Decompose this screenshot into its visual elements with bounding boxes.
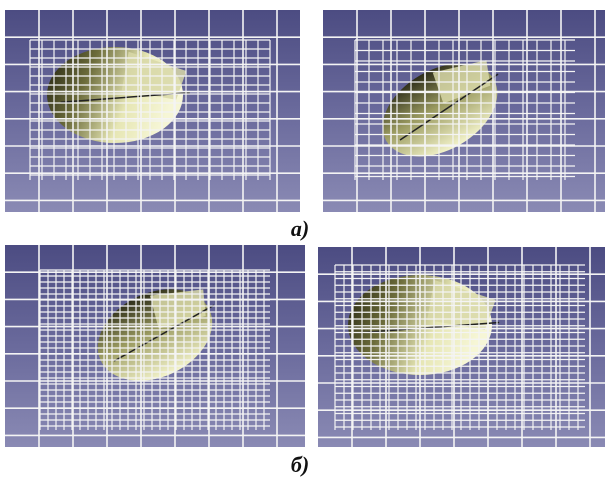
image-panel <box>5 10 300 212</box>
image-panel <box>318 247 605 447</box>
image-panel <box>323 10 605 212</box>
image-panel <box>5 245 305 447</box>
caption: б) <box>291 452 309 477</box>
caption: а) <box>291 216 309 241</box>
figure: а) б) <box>0 0 608 477</box>
fine-grid <box>30 40 270 180</box>
